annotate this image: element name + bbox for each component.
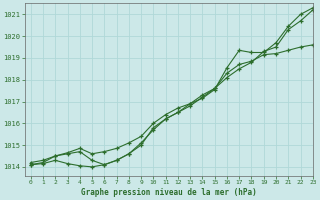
- X-axis label: Graphe pression niveau de la mer (hPa): Graphe pression niveau de la mer (hPa): [81, 188, 257, 197]
